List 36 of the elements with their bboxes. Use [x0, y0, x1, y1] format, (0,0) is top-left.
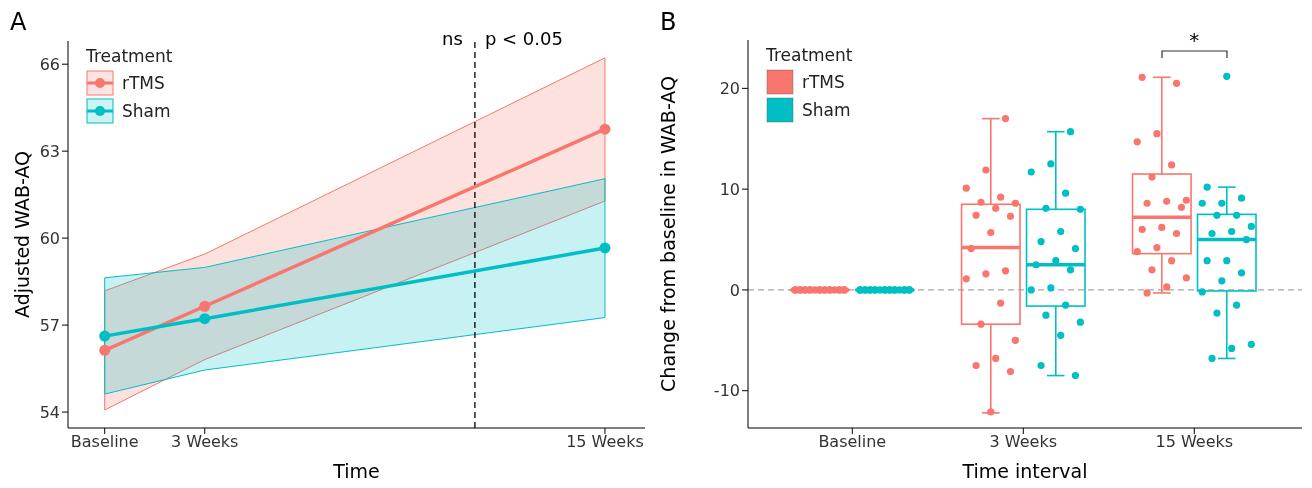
x-tick-label: 15 Weeks	[566, 432, 644, 452]
x-axis-title: Time	[332, 460, 380, 482]
legend-title: Treatment	[86, 45, 173, 68]
point	[99, 344, 111, 356]
y-tick-label: 10	[719, 179, 740, 199]
y-tick-label: 0	[729, 280, 740, 300]
x-tick-label: 3 Weeks	[171, 432, 239, 452]
legend-label: rTMS	[122, 72, 165, 95]
x-tick-label: Baseline	[818, 432, 887, 452]
legend-title: Treatment	[766, 44, 853, 67]
chart-title: B	[660, 8, 677, 36]
point	[599, 242, 611, 254]
annotation: ns	[442, 28, 463, 49]
x-tick-label: 3 Weeks	[989, 432, 1058, 452]
legend-label: Sham	[802, 99, 851, 122]
point	[599, 123, 611, 135]
x-tick-label: Baseline	[70, 432, 139, 452]
y-tick-label: 60	[39, 228, 60, 248]
y-tick-label: 66	[39, 54, 60, 74]
y-tick-label: 63	[39, 141, 60, 161]
annotation: p < 0.05	[484, 28, 563, 49]
x-tick-label: 15 Weeks	[1155, 432, 1234, 452]
legend-label: rTMS	[802, 71, 845, 94]
y-tick-label: 20	[719, 79, 740, 99]
point	[199, 313, 211, 325]
annotation: *	[1188, 28, 1201, 52]
y-tick-label: 54	[39, 402, 60, 422]
y-axis-title: Change from baseline in WAB-AQ	[656, 76, 679, 392]
y-tick-label: 57	[39, 315, 60, 335]
x-axis-title: Time interval	[961, 460, 1088, 482]
legend-label: Sham	[122, 100, 171, 123]
chart-title: A	[10, 8, 27, 36]
point	[199, 300, 211, 312]
y-axis-title: Adjusted WAB-AQ	[10, 150, 33, 319]
y-tick-label: -10	[713, 381, 740, 401]
point	[99, 330, 111, 342]
